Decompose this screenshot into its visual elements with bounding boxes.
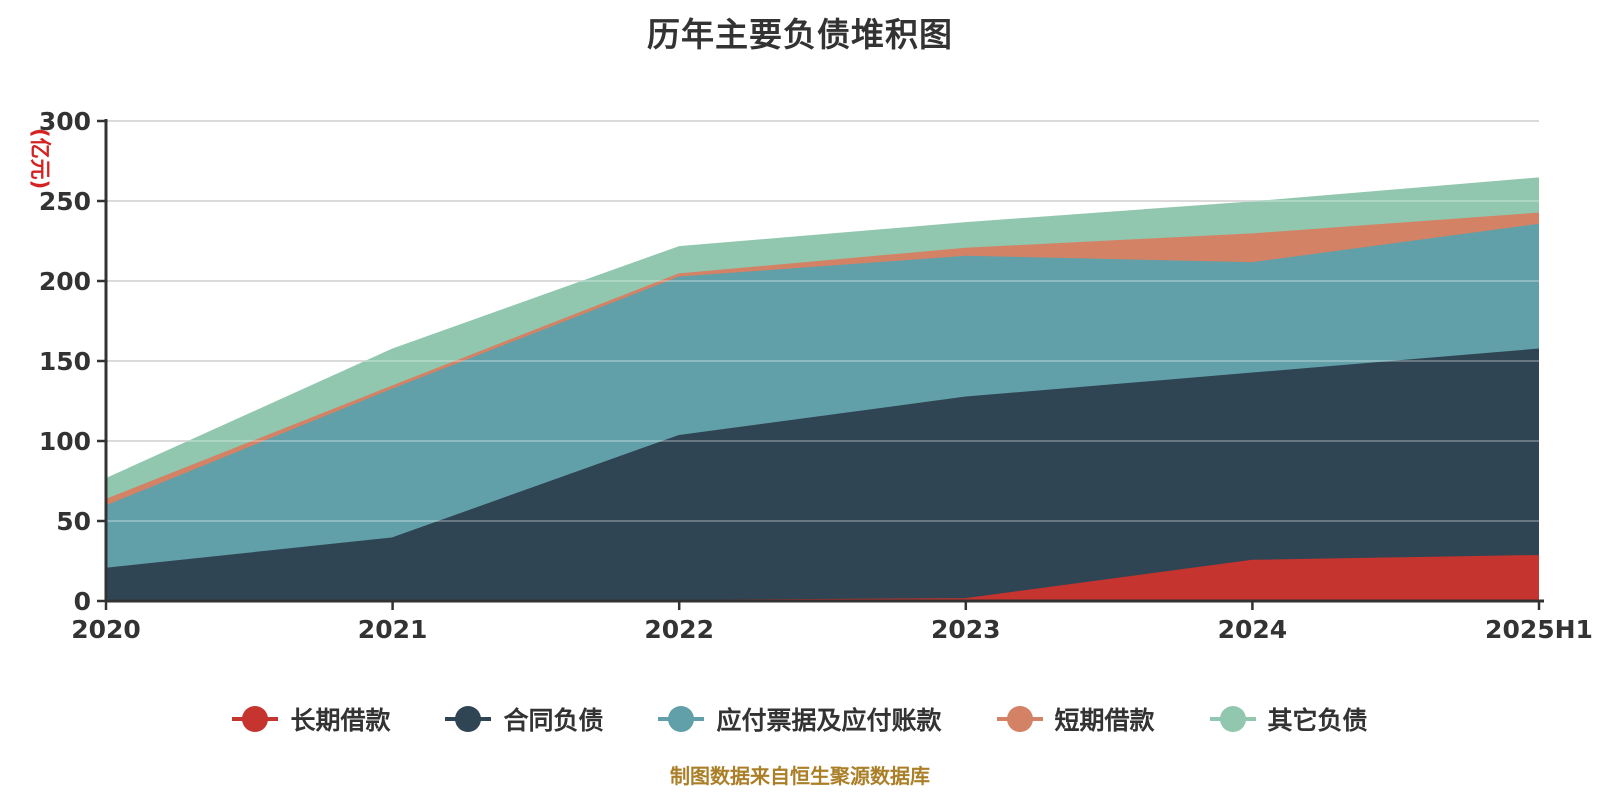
axis-labels: 0 50 100 150 200 250 300 2020 2021 2022 2023 2024 20… xyxy=(39,107,1593,644)
legend-label: 合同负债 xyxy=(503,706,604,735)
x-tick-label: 2020 xyxy=(71,615,141,644)
y-tick-label: 0 xyxy=(74,587,91,616)
area-series-4 xyxy=(106,178,1539,501)
grid-lines-overlay xyxy=(106,120,1539,522)
series-line-3 xyxy=(105,212,1540,502)
area-series-0 xyxy=(106,556,1539,601)
x-tick-label: 2024 xyxy=(1218,615,1288,644)
y-tick-label: 100 xyxy=(39,427,91,456)
area-series-1 xyxy=(106,349,1539,601)
y-tick-label: 50 xyxy=(56,507,91,536)
x-tick-label: 2023 xyxy=(931,615,1001,644)
legend-label: 其它负债 xyxy=(1267,706,1368,735)
legend-marker-icon xyxy=(658,705,705,733)
legend: 长期借款 合同负债 应付票据及应付账款 短期借款 其它负债 xyxy=(0,701,1600,737)
data-source-footer: 制图数据来自恒生聚源数据库 xyxy=(670,764,930,788)
y-tick-label: 250 xyxy=(39,187,91,216)
y-tick-label: 300 xyxy=(39,107,91,136)
legend-marker-icon xyxy=(1209,705,1256,733)
legend-label: 短期借款 xyxy=(1054,706,1155,735)
legend-marker-icon xyxy=(445,705,492,733)
y-tick-label: 200 xyxy=(39,267,91,296)
legend-marker-icon xyxy=(232,705,279,733)
series-line-2 xyxy=(105,223,1540,508)
legend-label: 应付票据及应付账款 xyxy=(716,706,942,735)
x-tick-label: 2025H1 xyxy=(1485,615,1593,644)
stacked-areas xyxy=(106,178,1539,601)
legend-item-0[interactable]: 长期借款 xyxy=(232,701,390,737)
y-tick-label: 150 xyxy=(39,347,91,376)
legend-label: 长期借款 xyxy=(290,706,391,735)
legend-item-1[interactable]: 合同负债 xyxy=(445,701,603,737)
series-line-4 xyxy=(105,177,1540,481)
x-tick-label: 2022 xyxy=(644,615,714,644)
legend-item-4[interactable]: 其它负债 xyxy=(1209,701,1368,737)
series-line-1 xyxy=(105,348,1540,571)
legend-item-2[interactable]: 应付票据及应付账款 xyxy=(658,701,942,737)
chart-title: 历年主要负债堆积图 xyxy=(647,15,953,54)
legend-item-3[interactable]: 短期借款 xyxy=(996,701,1155,737)
area-series-2 xyxy=(106,225,1539,569)
x-tick-label: 2021 xyxy=(358,615,428,644)
axes xyxy=(97,119,1544,610)
legend-marker-icon xyxy=(996,705,1043,733)
